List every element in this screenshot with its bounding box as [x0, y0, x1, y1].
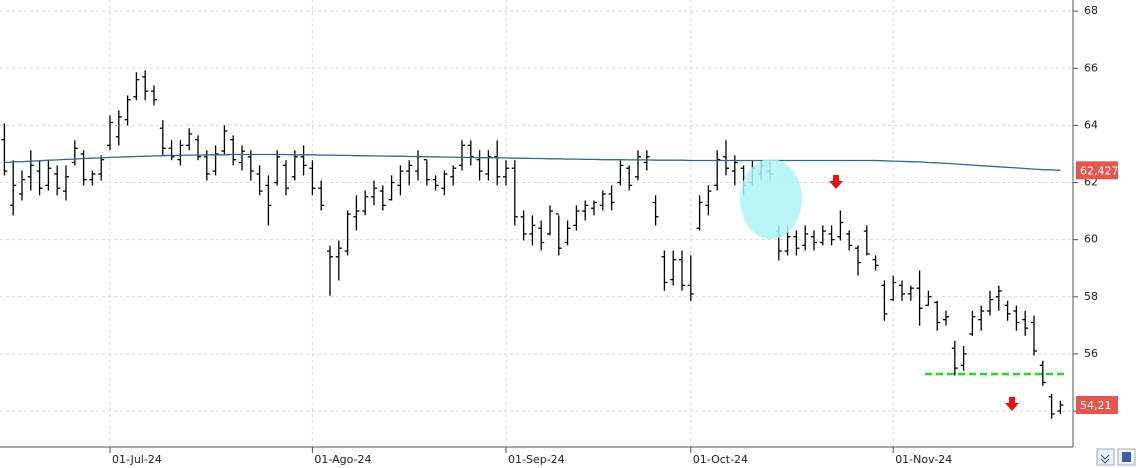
y-tick-label: 64 — [1084, 118, 1098, 131]
y-tick-label: 56 — [1084, 347, 1098, 360]
y-tick-label: 60 — [1084, 233, 1098, 246]
highlight-ellipse — [740, 159, 802, 239]
down-arrow — [1005, 397, 1019, 411]
x-tick-label: 01-Ago-24 — [314, 453, 371, 466]
zoom-button[interactable] — [1096, 448, 1115, 466]
price-badge — [1076, 396, 1118, 415]
y-tick-label: 58 — [1084, 290, 1098, 303]
x-tick-label: 01-Jul-24 — [112, 453, 162, 466]
y-tick-label: 68 — [1084, 4, 1098, 17]
plot: 545658606264666801-Jul-2401-Ago-2401-Sep… — [0, 0, 1098, 466]
price-badge-label: 62,427 — [1080, 164, 1119, 177]
save-icon — [1122, 452, 1131, 462]
x-tick-label: 01-Sep-24 — [508, 453, 565, 466]
x-tick-label: 01-Nov-24 — [895, 453, 952, 466]
x-tick-label: 01-Oct-24 — [693, 453, 748, 466]
price-badge-label: 54,21 — [1080, 399, 1112, 412]
zoom-icon — [1100, 454, 1110, 464]
y-tick-label: 66 — [1084, 61, 1098, 74]
down-arrow — [829, 175, 843, 189]
moving-average — [4, 153, 1061, 171]
price-badge — [1076, 161, 1118, 180]
